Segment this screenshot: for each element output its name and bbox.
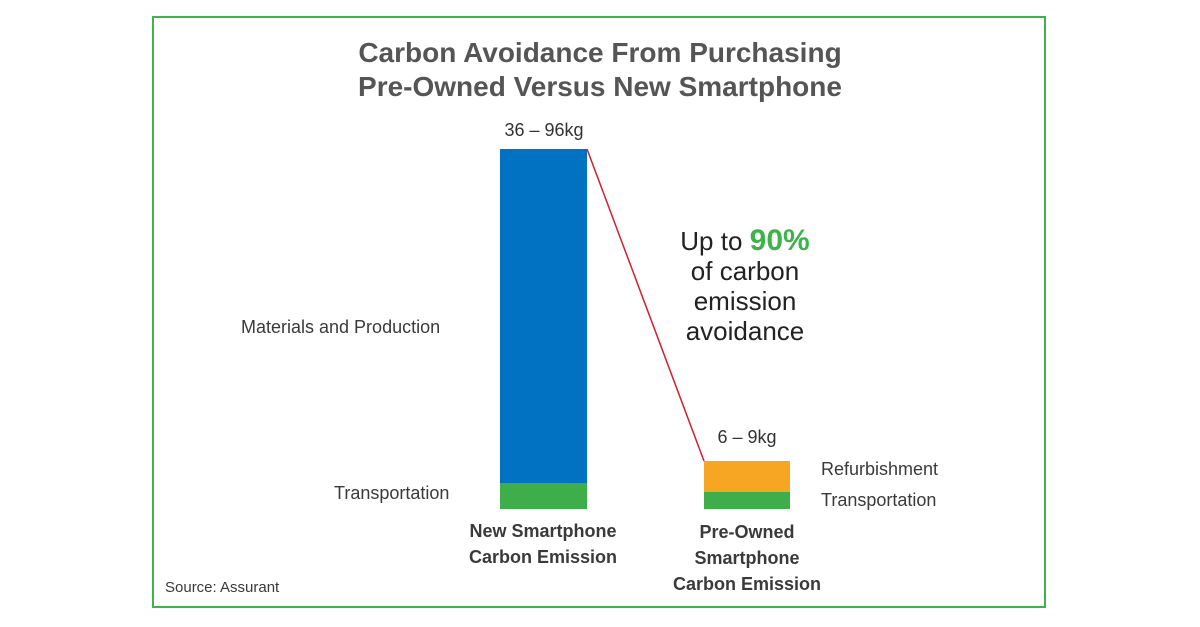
chart-title: Carbon Avoidance From Purchasing Pre-Own…	[152, 36, 1048, 104]
segment-label-materials: Materials and Production	[241, 317, 441, 337]
chart-frame	[152, 16, 1046, 608]
source-note: Source: Assurant	[165, 579, 280, 596]
category-label-preowned-line1: Pre-Owned	[699, 522, 795, 542]
category-label-new: New Smartphone Carbon Emission	[443, 518, 643, 570]
category-label-preowned-line3: Carbon Emission	[672, 574, 822, 594]
title-line-1: Carbon Avoidance From Purchasing	[358, 37, 842, 68]
category-label-new-line1: New Smartphone	[469, 521, 617, 541]
callout-line-2: of carbon	[690, 256, 800, 286]
bar-value-label-new: 36 – 96kg	[504, 120, 584, 140]
bar-value-label-preowned: 6 – 9kg	[717, 427, 777, 447]
bar-segment-refurbishment	[704, 461, 790, 492]
segment-label-transportation-new: Transportation	[334, 483, 450, 503]
segment-label-transportation-preowned: Transportation	[821, 490, 937, 510]
category-label-preowned: Pre-Owned Smartphone Carbon Emission	[657, 519, 837, 597]
callout-percent: 90%	[749, 224, 810, 257]
category-label-new-line2: Carbon Emission	[468, 547, 618, 567]
segment-label-refurbishment: Refurbishment	[821, 459, 939, 479]
avoidance-callout: Up to 90% of carbon emission avoidance	[650, 224, 840, 347]
bar-segment-transportation-preowned	[704, 492, 790, 509]
callout-line-3: emission	[693, 286, 797, 316]
callout-line-1: Up to 90%	[650, 224, 840, 257]
callout-line-4: avoidance	[685, 316, 805, 346]
bar-segment-materials-production	[500, 149, 587, 483]
title-line-2: Pre-Owned Versus New Smartphone	[358, 71, 842, 102]
bar-segment-transportation-new	[500, 483, 587, 509]
callout-prefix: Up to	[680, 226, 750, 256]
category-label-preowned-line2: Smartphone	[694, 548, 800, 568]
